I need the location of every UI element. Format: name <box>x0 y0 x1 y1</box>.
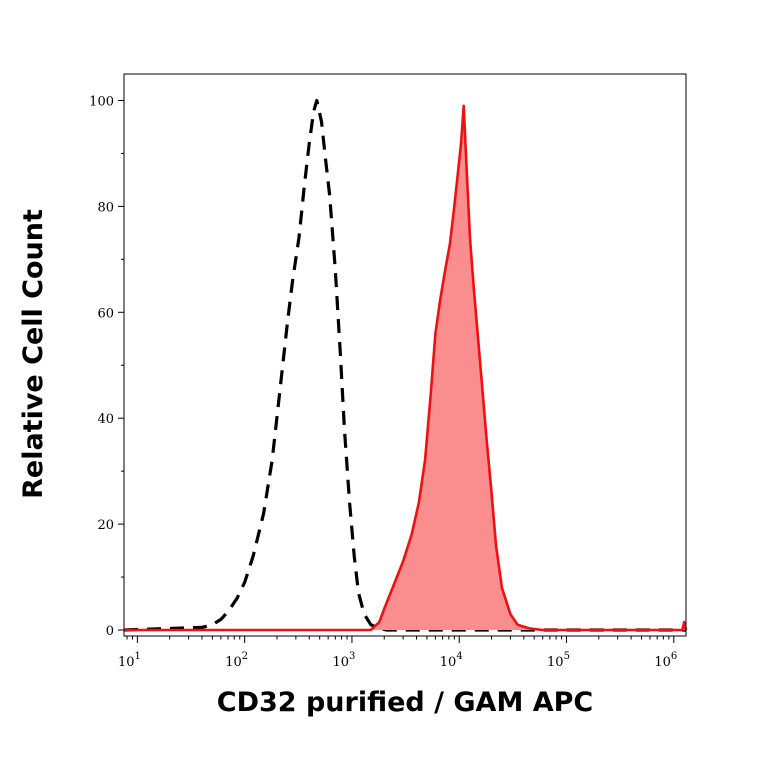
x-tick-label: 101 <box>118 651 141 670</box>
y-tick-label: 100 <box>89 94 114 109</box>
y-axis-ticks: 0 20 40 60 80 100 <box>89 94 124 639</box>
x-tick-label: 103 <box>332 651 355 670</box>
series-0-line <box>123 98 686 632</box>
y-tick-label: 40 <box>97 412 114 427</box>
x-tick-label: 105 <box>547 651 570 670</box>
x-tick-label: 104 <box>440 651 463 670</box>
y-tick-label: 0 <box>106 624 114 639</box>
plot-frame <box>123 73 687 637</box>
series-layer <box>123 98 688 632</box>
y-tick-label: 20 <box>97 518 114 533</box>
x-tick-label: 102 <box>225 651 248 670</box>
y-tick-label: 80 <box>97 200 114 215</box>
y-axis-title: Relative Cell Count <box>18 209 49 499</box>
x-axis-ticks: 101 102 103 104 105 106 <box>118 636 677 670</box>
series-1-line <box>124 104 688 632</box>
x-axis-title: CD32 purified / GAM APC <box>217 687 593 718</box>
y-tick-label: 60 <box>97 306 114 321</box>
x-tick-label: 106 <box>654 651 677 670</box>
